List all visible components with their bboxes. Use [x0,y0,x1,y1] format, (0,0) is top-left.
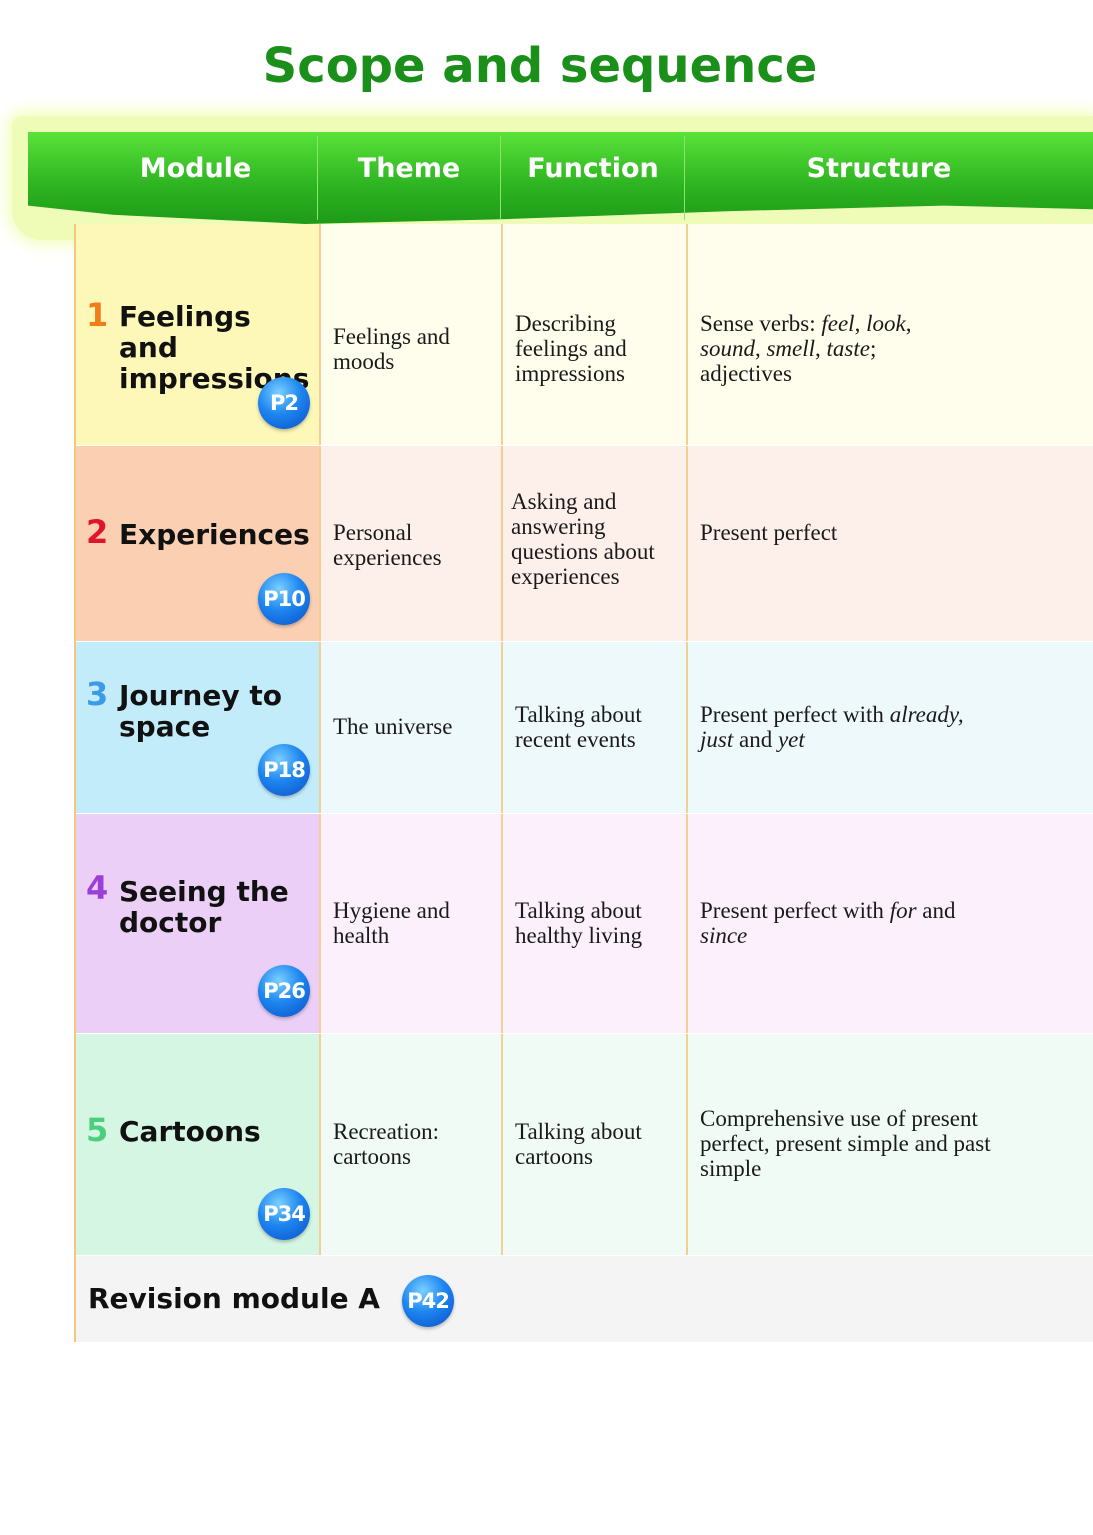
module-cell: 1 Feelings and impressions P2 [76,224,319,446]
revision-title: Revision module A [88,1282,380,1315]
module-title: Journey to space [119,679,282,743]
module-title: Seeing the doctor [119,875,289,939]
module-title: Feelings and impressions [119,300,310,395]
function-text: Talking about healthy living [515,898,643,948]
module-title: Experiences [119,518,310,551]
theme-text: Recreation: cartoons [333,1119,440,1169]
page-badge[interactable]: P26 [258,965,310,1017]
function-cell: Talking about recent events [501,642,688,814]
structure-run: look [866,311,906,336]
theme-cell: Feelings and moods [319,224,503,446]
module-cell: 3 Journey to space P18 [76,642,319,814]
structure-run: taste [826,336,870,361]
module-cell: 2 Experiences P10 [76,446,319,642]
structure-run: ; adjectives [700,336,877,386]
module-number: 1 [86,296,109,334]
function-cell: Describing feelings and impressions [501,224,688,446]
structure-run: yet [777,727,805,752]
header-structure: Structure [806,153,952,184]
function-cell: Talking about cartoons [501,1034,688,1256]
module-number: 3 [86,675,109,713]
header-divider [684,136,685,220]
page-badge[interactable]: P18 [258,744,310,796]
module-row: 1 Feelings and impressions P2 Feelings a… [74,224,1093,447]
header-divider [317,136,318,220]
module-title: Cartoons [119,1115,261,1148]
structure-run: and [733,727,778,752]
revision-row: Revision module A P42 [74,1256,1093,1342]
structure-cell: Comprehensive use of present perfect, pr… [686,1034,1093,1256]
function-text: Talking about cartoons [515,1119,642,1169]
structure-text: Present perfect [700,520,1080,545]
structure-text: Comprehensive use of present perfect, pr… [700,1106,1010,1181]
module-number: 4 [86,869,109,907]
structure-run: , [905,311,912,336]
theme-text: The universe [333,714,453,739]
header-function: Function [527,153,659,184]
structure-text: Present perfect with for and since [700,898,990,948]
module-row: 4 Seeing the doctor P26 Hygiene and heal… [74,814,1093,1035]
page-badge[interactable]: P42 [402,1275,454,1327]
theme-cell: Recreation: cartoons [319,1034,503,1256]
structure-run: Present perfect with [700,898,890,923]
function-cell: Talking about healthy living [501,814,688,1034]
structure-run: smell [766,336,816,361]
header-divider [500,136,501,220]
structure-run: since [700,923,748,948]
structure-cell: Present perfect with for and since [686,814,1093,1034]
structure-text: Sense verbs: feel, look, sound, smell, t… [700,311,950,386]
page-badge[interactable]: P34 [258,1188,310,1240]
module-number: 2 [86,513,109,551]
theme-text: Feelings and moods [333,324,450,374]
structure-run: Present perfect [700,520,838,545]
function-text: Describing feelings and impressions [515,311,627,386]
theme-cell: Hygiene and health [319,814,503,1034]
module-number: 5 [86,1111,109,1149]
structure-run: already, just [700,702,964,752]
structure-run: , [754,336,767,361]
module-cell: 4 Seeing the doctor P26 [76,814,319,1034]
structure-run: Present perfect with [700,702,890,727]
structure-run: and [916,898,956,923]
structure-run: , [854,311,867,336]
structure-run: sound [700,336,755,361]
module-row: 3 Journey to space P18 The universe Talk… [74,642,1093,815]
structure-cell: Present perfect [686,446,1093,642]
module-row: 5 Cartoons P34 Recreation: cartoons Talk… [74,1034,1093,1257]
module-row: 2 Experiences P10 Personal experiences A… [74,446,1093,643]
structure-cell: Sense verbs: feel, look, sound, smell, t… [686,224,1093,446]
header-module: Module [139,153,252,184]
page-badge[interactable]: P2 [258,377,310,429]
structure-run: Sense verbs: [700,311,822,336]
structure-text: Present perfect with already, just and y… [700,702,1000,752]
theme-cell: The universe [319,642,503,814]
function-cell: Asking and answering questions about exp… [501,446,688,642]
header-theme: Theme [357,153,461,184]
function-text: Asking and answering questions about exp… [511,489,655,589]
structure-run: for [889,898,917,923]
theme-cell: Personal experiences [319,446,503,642]
page-title: Scope and sequence [262,38,818,94]
theme-text: Hygiene and health [333,898,450,948]
function-text: Talking about recent events [515,702,642,752]
structure-run: Comprehensive use of present perfect, pr… [700,1106,991,1181]
module-cell: 5 Cartoons P34 [76,1034,319,1256]
structure-cell: Present perfect with already, just and y… [686,642,1093,814]
page-badge[interactable]: P10 [258,573,310,625]
theme-text: Personal experiences [333,520,442,570]
structure-run: , [815,336,827,361]
structure-run: feel [821,311,855,336]
